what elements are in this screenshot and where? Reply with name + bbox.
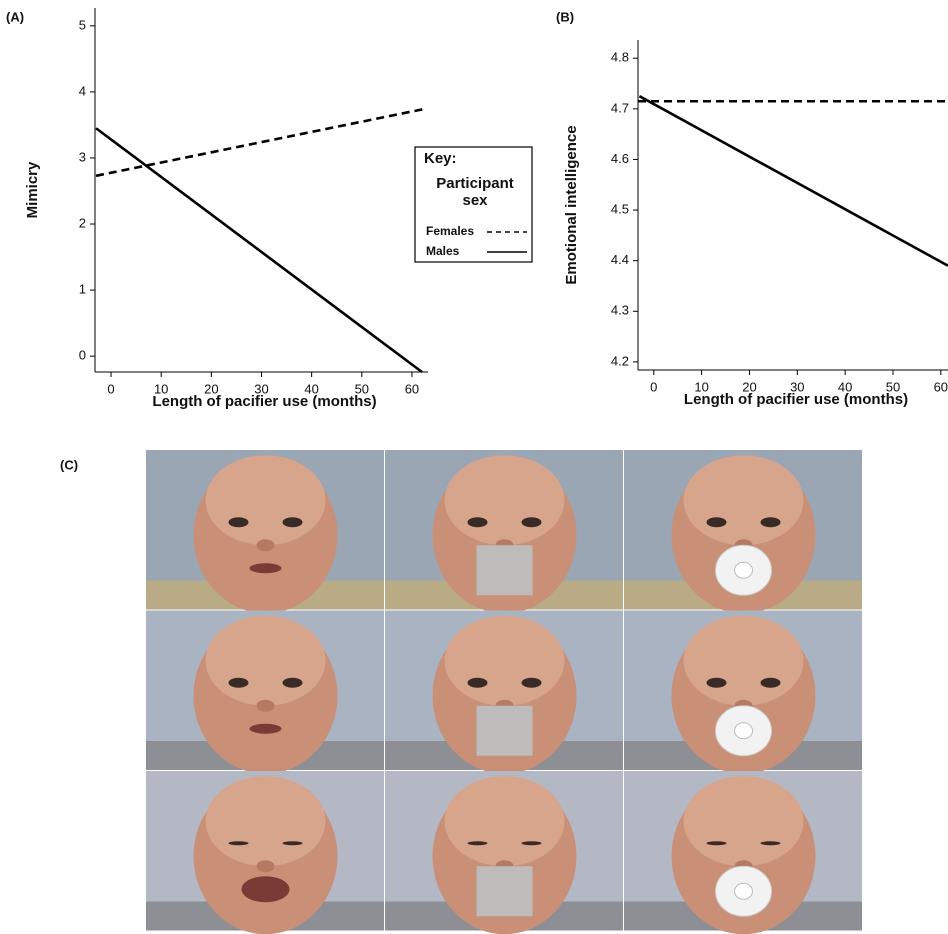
baby-forehead (206, 455, 326, 545)
y-tick-label: 2 (79, 215, 86, 230)
baby-eye (229, 517, 249, 527)
baby-forehead (445, 455, 565, 545)
baby-eye (761, 517, 781, 527)
panel-label: (C) (60, 457, 78, 472)
baby-eye (283, 517, 303, 527)
baby-eye (468, 517, 488, 527)
baby-forehead (684, 455, 804, 545)
series-line (96, 128, 422, 372)
photo-grid (146, 450, 862, 934)
pacifier-center (735, 562, 753, 578)
baby-forehead (206, 776, 326, 866)
legend-label: Females (426, 224, 474, 238)
baby-forehead (445, 776, 565, 866)
baby-forehead (206, 616, 326, 706)
y-tick-label: 4.2 (611, 353, 629, 368)
mouth-mask (477, 706, 533, 756)
panel-label: (B) (556, 9, 574, 24)
baby-forehead (684, 776, 804, 866)
y-tick-label: 0 (79, 348, 86, 363)
y-axis-title: Mimicry (24, 161, 41, 218)
y-tick-label: 4 (79, 83, 86, 98)
baby-mouth (250, 563, 282, 573)
baby-eye (283, 678, 303, 688)
y-tick-label: 4.5 (611, 201, 629, 216)
pacifier-center (735, 723, 753, 739)
baby-eye (229, 841, 249, 845)
baby-forehead (684, 616, 804, 706)
baby-eye (707, 517, 727, 527)
x-axis-title: Length of pacifier use (months) (152, 393, 376, 410)
baby-forehead (445, 616, 565, 706)
y-tick-label: 4.8 (611, 50, 629, 65)
x-tick-label: 0 (650, 379, 657, 394)
y-axis-title: Emotional intelligence (563, 125, 580, 284)
legend-subtitle: Participant sex (430, 175, 520, 209)
baby-eye (707, 841, 727, 845)
baby-mouth (250, 724, 282, 734)
y-tick-label: 4.4 (611, 252, 629, 267)
y-tick-label: 3 (79, 149, 86, 164)
legend-label: Males (426, 244, 460, 258)
y-tick-label: 5 (79, 17, 86, 32)
baby-eye (283, 841, 303, 845)
y-tick-label: 1 (79, 282, 86, 297)
baby-eye (761, 678, 781, 688)
baby-eye (468, 678, 488, 688)
baby-eye (522, 678, 542, 688)
legend-title: Key: (424, 150, 457, 167)
mouth-mask (477, 545, 533, 595)
y-tick-label: 4.3 (611, 303, 629, 318)
baby-mouth (242, 876, 290, 902)
baby-nose (257, 860, 275, 872)
baby-eye (761, 841, 781, 845)
pacifier-center (735, 883, 753, 899)
baby-nose (257, 700, 275, 712)
y-tick-label: 4.7 (611, 100, 629, 115)
baby-eye (229, 678, 249, 688)
mouth-mask (477, 866, 533, 916)
legend-subtitle-box: Participant sex (430, 175, 520, 219)
x-axis-title: Length of pacifier use (months) (684, 391, 908, 408)
page: (A) (B) (C) 0102030405060012345Length of… (0, 0, 948, 934)
baby-eye (522, 841, 542, 845)
panel-label: (A) (6, 9, 24, 24)
baby-eye (468, 841, 488, 845)
x-tick-label: 60 (405, 381, 419, 396)
y-tick-label: 4.6 (611, 151, 629, 166)
baby-eye (707, 678, 727, 688)
figure: (A) (B) (C) 0102030405060012345Length of… (0, 0, 948, 934)
series-line (639, 96, 948, 266)
baby-eye (522, 517, 542, 527)
baby-nose (257, 539, 275, 551)
x-tick-label: 60 (934, 379, 948, 394)
x-tick-label: 0 (107, 381, 114, 396)
